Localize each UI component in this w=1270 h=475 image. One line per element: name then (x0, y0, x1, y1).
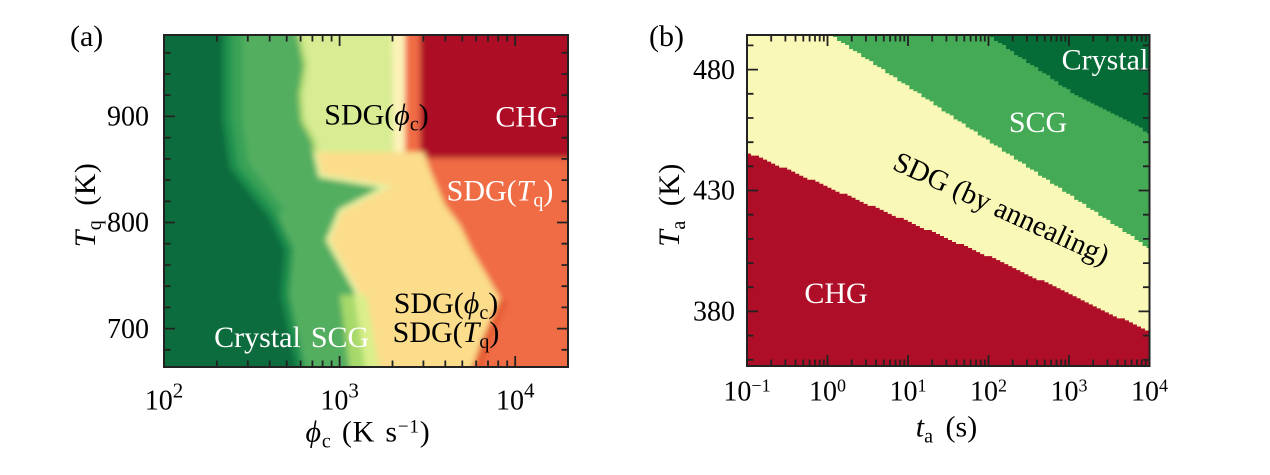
svg-text:CHG: CHG (804, 277, 867, 310)
svg-text:430: 430 (693, 176, 735, 207)
svg-text:SDG(ϕc): SDG(ϕc) (324, 99, 428, 136)
svg-text:700: 700 (107, 314, 149, 345)
svg-text:(a): (a) (70, 20, 103, 53)
svg-text:480: 480 (693, 55, 735, 86)
svg-text:800: 800 (107, 208, 149, 239)
svg-text:Crystal: Crystal (214, 321, 301, 354)
svg-text:SCG: SCG (1009, 106, 1067, 139)
svg-text:Tq (K): Tq (K) (69, 163, 106, 248)
svg-text:103: 103 (320, 379, 359, 417)
svg-text:380: 380 (693, 297, 735, 328)
svg-text:ta (s): ta (s) (916, 411, 977, 448)
svg-text:10−1: 10−1 (723, 376, 770, 408)
svg-text:(b): (b) (649, 20, 684, 53)
svg-text:ϕc (K s−1): ϕc (K s−1) (306, 416, 431, 453)
svg-text:CHG: CHG (495, 101, 558, 134)
svg-text:Crystal: Crystal (1062, 44, 1149, 77)
svg-text:900: 900 (107, 102, 149, 133)
svg-text:Ta (K): Ta (K) (653, 163, 690, 247)
svg-text:SCG: SCG (311, 321, 369, 354)
